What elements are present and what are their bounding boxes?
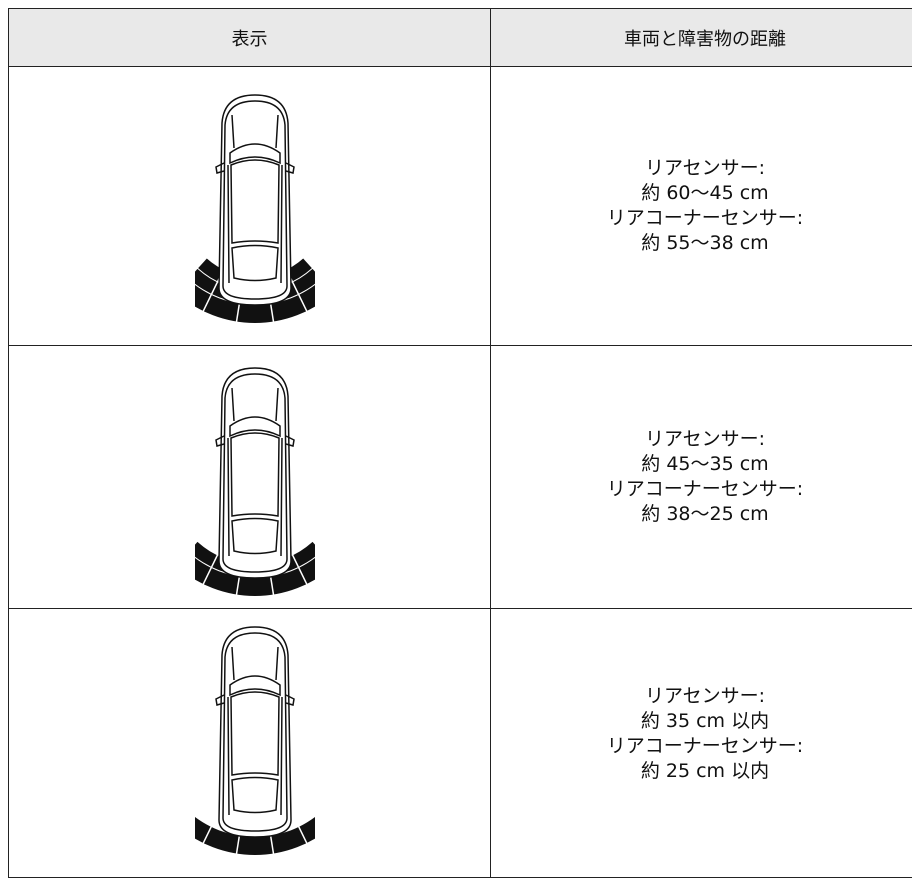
distance-lines: リアセンサー: 約 45〜35 cm リアコーナーセンサー: 約 38〜25 c… xyxy=(607,427,803,527)
car-diagram xyxy=(195,94,315,326)
distance: 約 38〜25 cm xyxy=(641,503,769,525)
sensor-label: リアコーナーセンサー: xyxy=(606,735,804,757)
car-diagram xyxy=(195,367,315,599)
distance: 約 35 cm 以内 xyxy=(640,710,770,732)
distance-lines: リアセンサー: 約 60〜45 cm リアコーナーセンサー: 約 55〜38 c… xyxy=(607,156,803,256)
distance-cell: リアセンサー: 約 35 cm 以内 リアコーナーセンサー: 約 25 cm 以… xyxy=(490,608,912,878)
sensor-label: リアコーナーセンサー: xyxy=(606,207,804,229)
car-diagram xyxy=(195,626,315,858)
sensor-label: リアセンサー: xyxy=(644,157,766,179)
sensor-label: リアコーナーセンサー: xyxy=(606,478,804,500)
sensor-band xyxy=(195,816,315,855)
distance-cell: リアセンサー: 約 60〜45 cm リアコーナーセンサー: 約 55〜38 c… xyxy=(490,66,912,346)
distance-cell: リアセンサー: 約 45〜35 cm リアコーナーセンサー: 約 38〜25 c… xyxy=(490,345,912,609)
header-text: 車両と障害物の距離 xyxy=(624,28,786,50)
table: 表示 車両と障害物の距離 リアセンサー: 約 60〜45 cm リアコーナーセン… xyxy=(8,8,912,878)
distance: 約 55〜38 cm xyxy=(641,232,769,254)
sensor-label: リアセンサー: xyxy=(644,428,766,450)
sensor-band xyxy=(195,284,315,323)
distance: 約 25 cm 以内 xyxy=(640,760,770,782)
distance: 約 45〜35 cm xyxy=(641,453,769,475)
distance: 約 60〜45 cm xyxy=(641,182,769,204)
header-text: 表示 xyxy=(231,28,268,50)
sensor-band xyxy=(195,557,315,596)
header-cell: 車両と障害物の距離 xyxy=(490,8,912,67)
page: 表示 車両と障害物の距離 リアセンサー: 約 60〜45 cm リアコーナーセン… xyxy=(8,8,912,878)
sensor-label: リアセンサー: xyxy=(644,685,766,707)
distance-lines: リアセンサー: 約 35 cm 以内 リアコーナーセンサー: 約 25 cm 以… xyxy=(607,684,803,784)
header-cell: 表示 xyxy=(8,8,491,67)
